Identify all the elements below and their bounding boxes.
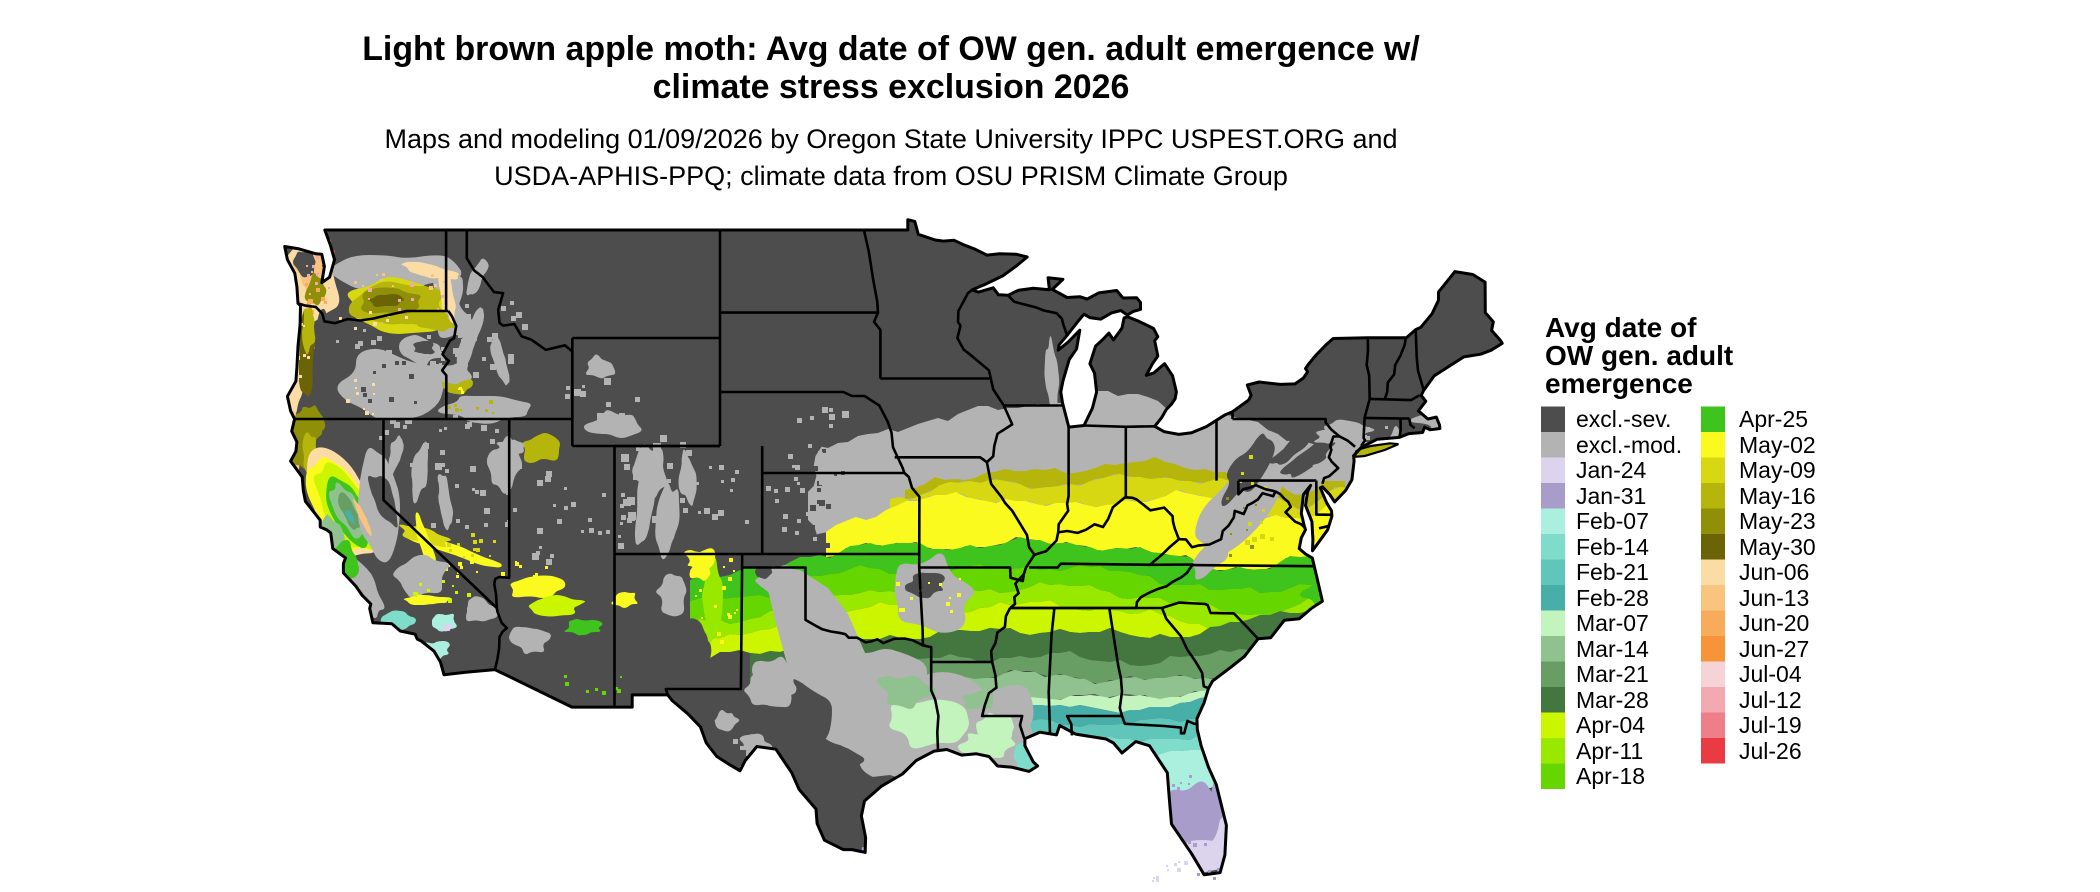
svg-text:Feb-28: Feb-28 bbox=[1576, 585, 1649, 611]
svg-text:Jun-27: Jun-27 bbox=[1739, 636, 1809, 662]
svg-text:Jul-04: Jul-04 bbox=[1739, 661, 1802, 687]
svg-text:Jun-06: Jun-06 bbox=[1739, 559, 1809, 585]
svg-text:May-30: May-30 bbox=[1739, 534, 1816, 560]
svg-text:excl.-mod.: excl.-mod. bbox=[1576, 432, 1682, 458]
svg-text:Avg date of: Avg date of bbox=[1545, 312, 1697, 343]
svg-text:Apr-11: Apr-11 bbox=[1576, 738, 1643, 764]
svg-text:Jul-12: Jul-12 bbox=[1739, 687, 1802, 713]
svg-text:Jan-31: Jan-31 bbox=[1576, 483, 1646, 509]
svg-text:Mar-07: Mar-07 bbox=[1576, 610, 1649, 636]
svg-text:May-23: May-23 bbox=[1739, 508, 1816, 534]
svg-text:Mar-28: Mar-28 bbox=[1576, 687, 1649, 713]
svg-text:May-09: May-09 bbox=[1739, 457, 1816, 483]
svg-text:Apr-25: Apr-25 bbox=[1739, 406, 1808, 432]
svg-text:excl.-sev.: excl.-sev. bbox=[1576, 406, 1671, 432]
svg-text:Apr-18: Apr-18 bbox=[1576, 763, 1645, 789]
svg-text:Feb-21: Feb-21 bbox=[1576, 559, 1649, 585]
svg-text:May-02: May-02 bbox=[1739, 432, 1816, 458]
svg-text:Mar-21: Mar-21 bbox=[1576, 661, 1649, 687]
svg-text:Jan-24: Jan-24 bbox=[1576, 457, 1647, 483]
svg-text:Jul-26: Jul-26 bbox=[1739, 738, 1802, 764]
svg-text:Feb-14: Feb-14 bbox=[1576, 534, 1649, 560]
svg-text:Mar-14: Mar-14 bbox=[1576, 636, 1649, 662]
svg-text:emergence: emergence bbox=[1545, 368, 1693, 399]
svg-text:May-16: May-16 bbox=[1739, 483, 1816, 509]
svg-text:Jun-13: Jun-13 bbox=[1739, 585, 1809, 611]
svg-text:Jun-20: Jun-20 bbox=[1739, 610, 1809, 636]
svg-text:Apr-04: Apr-04 bbox=[1576, 712, 1645, 738]
svg-text:Feb-07: Feb-07 bbox=[1576, 508, 1649, 534]
svg-text:Jul-19: Jul-19 bbox=[1739, 712, 1802, 738]
svg-text:OW gen. adult: OW gen. adult bbox=[1545, 340, 1733, 371]
